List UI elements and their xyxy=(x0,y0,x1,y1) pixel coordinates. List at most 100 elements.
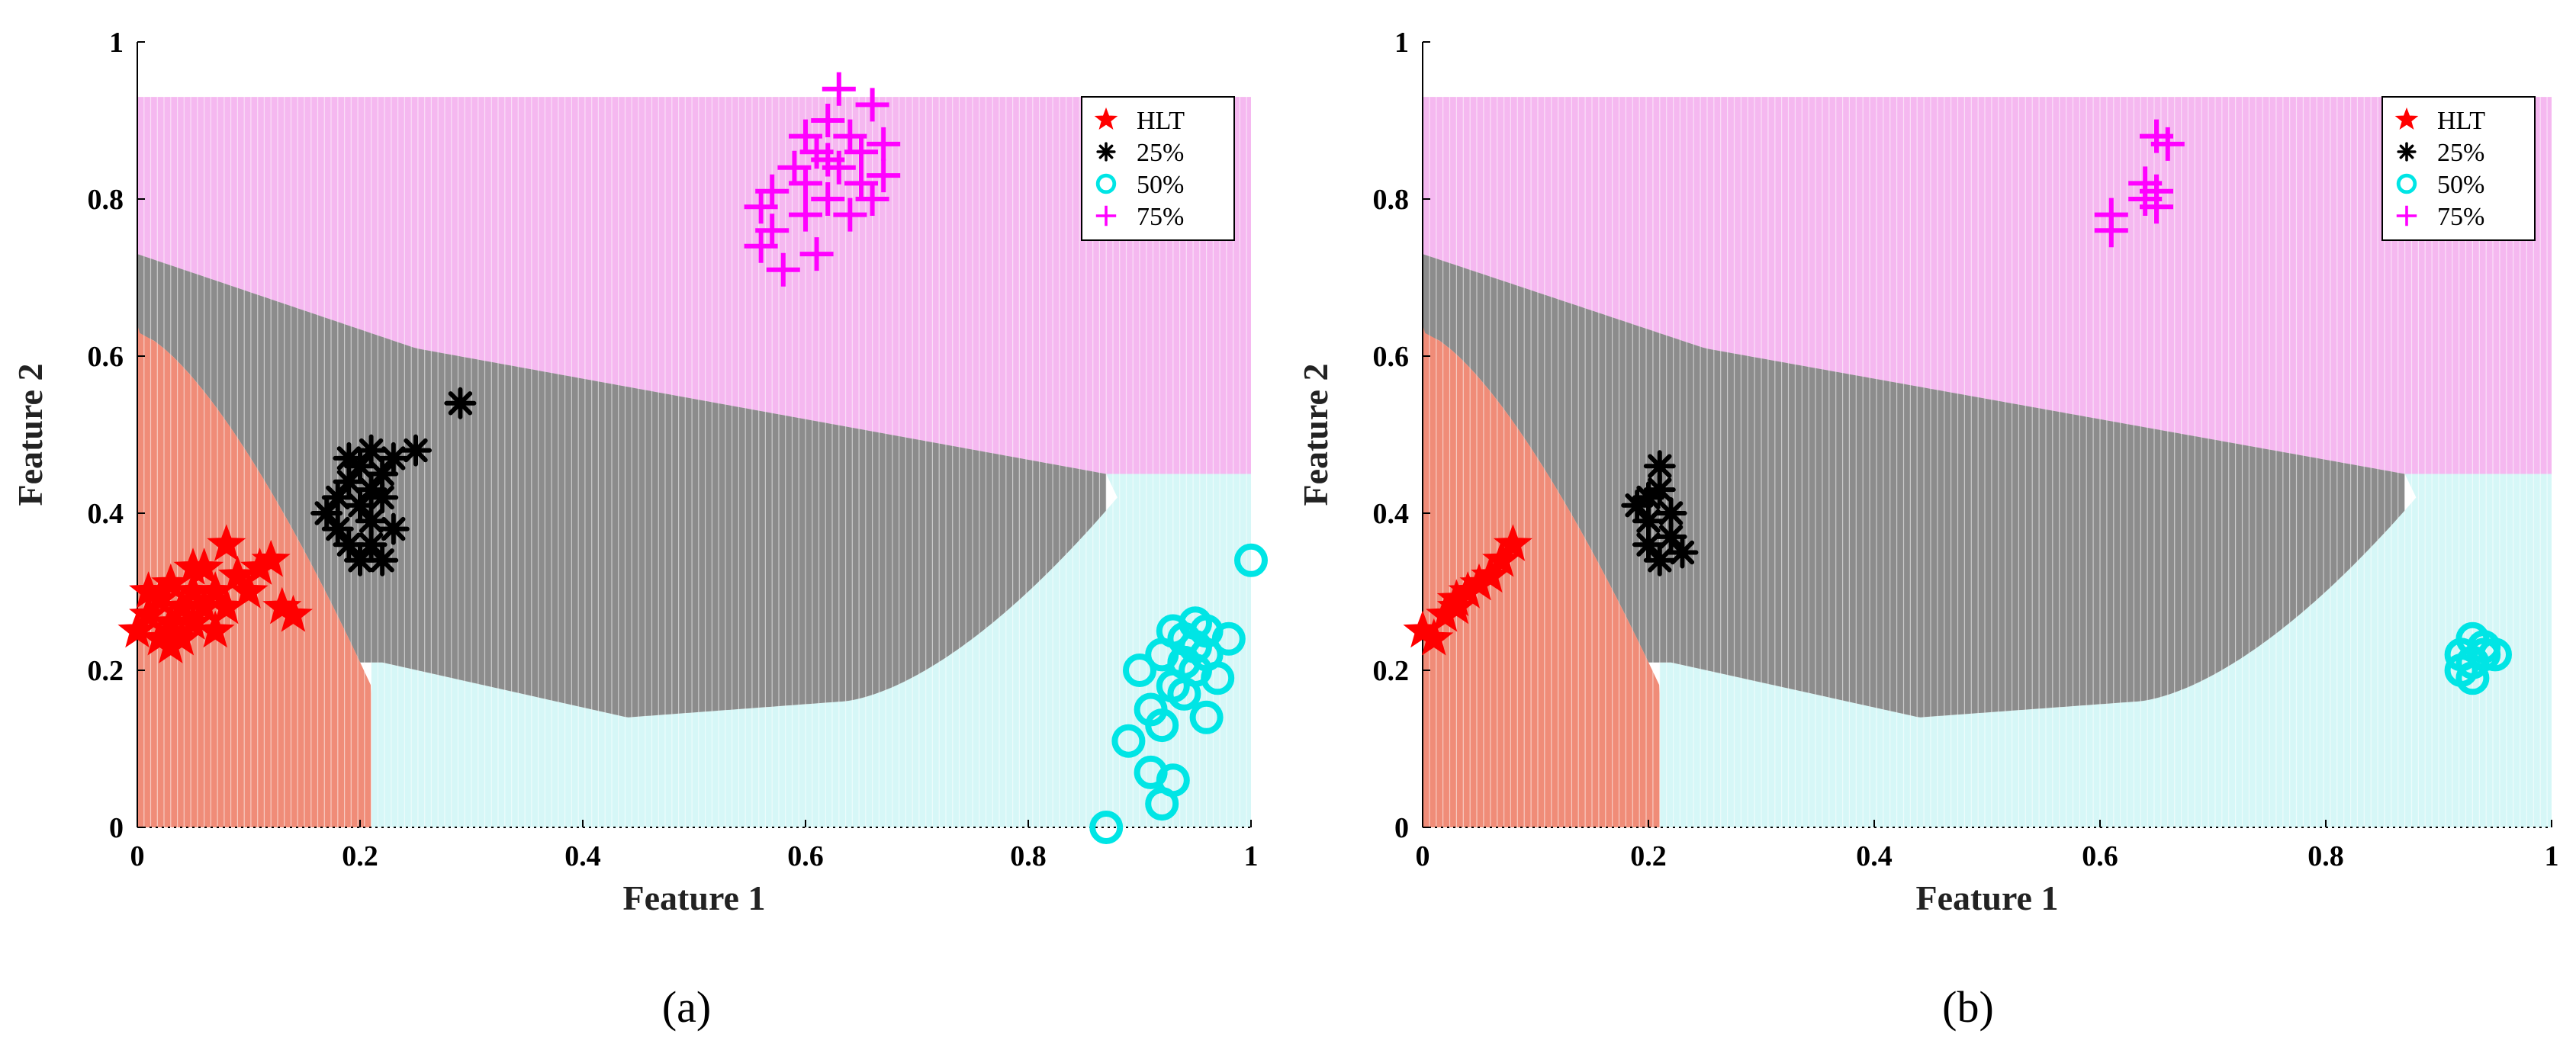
plus-marker xyxy=(855,182,889,216)
y-tick-label: 0.6 xyxy=(88,341,124,373)
asterisk-marker xyxy=(355,474,388,506)
y-tick-label: 1 xyxy=(1394,27,1409,59)
legend-marker xyxy=(2396,173,2417,194)
plus-marker xyxy=(811,104,845,137)
x-tick-label: 0.8 xyxy=(2307,840,2344,872)
circle-marker xyxy=(1111,724,1146,758)
plus-marker xyxy=(755,174,790,208)
star-marker xyxy=(1493,524,1532,561)
asterisk-marker xyxy=(1632,505,1664,538)
series-75pct xyxy=(744,72,901,287)
region-25 xyxy=(1423,254,2405,718)
plus-marker xyxy=(766,252,800,287)
circle-marker xyxy=(1167,676,1201,711)
plus-marker xyxy=(833,198,867,232)
asterisk-marker xyxy=(333,465,365,498)
y-axis-title: Feature 2 xyxy=(11,364,50,506)
plus-marker xyxy=(867,127,901,161)
asterisk-marker xyxy=(355,528,388,561)
legend-marker xyxy=(2397,142,2417,162)
asterisk-marker xyxy=(1096,142,1116,162)
plus-marker xyxy=(2094,198,2128,232)
x-tick-label: 1 xyxy=(2545,840,2559,872)
legend-label: 25% xyxy=(2437,139,2484,167)
x-tick-label: 1 xyxy=(1244,840,1259,872)
y-tick-label: 0.8 xyxy=(1373,184,1410,216)
y-axis-title: Feature 2 xyxy=(1296,364,1335,506)
circle-marker xyxy=(1201,661,1235,695)
y-tick-label: 1 xyxy=(109,27,124,59)
series-50pct xyxy=(1089,543,1268,844)
plus-marker xyxy=(789,166,822,201)
circle-marker xyxy=(2478,637,2512,672)
x-axis-title: Feature 1 xyxy=(1916,878,2059,917)
x-tick-label: 0.6 xyxy=(2082,840,2118,872)
circle-marker xyxy=(1189,614,1224,648)
asterisk-marker xyxy=(1643,450,1676,483)
plus-marker xyxy=(755,214,790,248)
asterisk-marker xyxy=(1666,536,1699,569)
asterisk-marker xyxy=(366,544,399,576)
asterisk-marker xyxy=(1643,474,1676,506)
x-tick-label: 0 xyxy=(130,840,145,872)
y-tick-label: 0.4 xyxy=(1373,498,1410,530)
x-tick-label: 0.6 xyxy=(787,840,824,872)
series-HLT xyxy=(1403,524,1532,656)
region-50 xyxy=(371,474,1252,827)
circle-marker xyxy=(2455,661,2490,695)
panel-caption: (b) xyxy=(1942,982,1994,1032)
legend-marker xyxy=(1095,173,1117,194)
legend-label: 75% xyxy=(2437,203,2484,231)
star-marker xyxy=(251,539,291,577)
region-HLT xyxy=(1423,324,1660,827)
plus-marker xyxy=(799,237,834,271)
legend-marker xyxy=(1096,142,1116,162)
asterisk-marker xyxy=(1632,481,1664,514)
y-tick-label: 0 xyxy=(1394,812,1409,844)
asterisk-marker xyxy=(344,450,376,483)
region-25 xyxy=(137,254,1107,718)
legend-label: 50% xyxy=(1137,171,1184,199)
legend-marker xyxy=(1094,107,1118,130)
axes: 0 0.2 0.4 0.6 0.8 1 0 0.2 0.4 0.6 0.8 1 Feature 1 Fea… xyxy=(11,27,1259,917)
asterisk-marker xyxy=(1655,520,1687,553)
y-tick-label: 0.4 xyxy=(88,498,124,530)
legend-label: 25% xyxy=(1137,139,1184,167)
legend-label: HLT xyxy=(2437,107,2485,135)
asterisk-marker xyxy=(355,434,388,467)
y-tick-label: 0.2 xyxy=(1373,655,1410,687)
asterisk-marker xyxy=(377,512,410,545)
star-marker xyxy=(151,626,191,663)
star-marker xyxy=(195,610,235,648)
star-marker xyxy=(207,524,246,561)
asterisk-marker xyxy=(2397,142,2417,162)
series-25pct xyxy=(310,387,477,576)
y-tick-label: 0.2 xyxy=(88,655,124,687)
legend-marker xyxy=(2396,205,2417,226)
x-tick-label: 0.8 xyxy=(1010,840,1047,872)
legend-label: 50% xyxy=(2437,171,2484,199)
asterisk-marker xyxy=(344,489,376,522)
circle-marker xyxy=(1123,654,1156,687)
series-25pct xyxy=(1621,450,1699,576)
legend-label: HLT xyxy=(1137,107,1185,135)
star-marker xyxy=(1094,107,1118,130)
star-marker xyxy=(229,571,269,609)
circle-marker xyxy=(1234,543,1268,577)
asterisk-marker xyxy=(1632,528,1664,561)
plus-marker xyxy=(2150,127,2185,161)
plus-marker xyxy=(789,198,822,232)
region-50 xyxy=(1659,474,2552,827)
plus-marker xyxy=(811,143,845,177)
asterisk-marker xyxy=(366,481,399,514)
legend-label: 75% xyxy=(1137,203,1184,231)
asterisk-marker xyxy=(1621,489,1654,522)
asterisk-marker xyxy=(321,512,354,545)
plus-marker xyxy=(844,135,878,169)
plus-marker xyxy=(822,72,856,106)
x-tick-label: 0.2 xyxy=(1630,840,1667,872)
circle-marker xyxy=(1156,763,1190,798)
plus-marker xyxy=(811,182,845,216)
asterisk-marker xyxy=(333,528,365,561)
